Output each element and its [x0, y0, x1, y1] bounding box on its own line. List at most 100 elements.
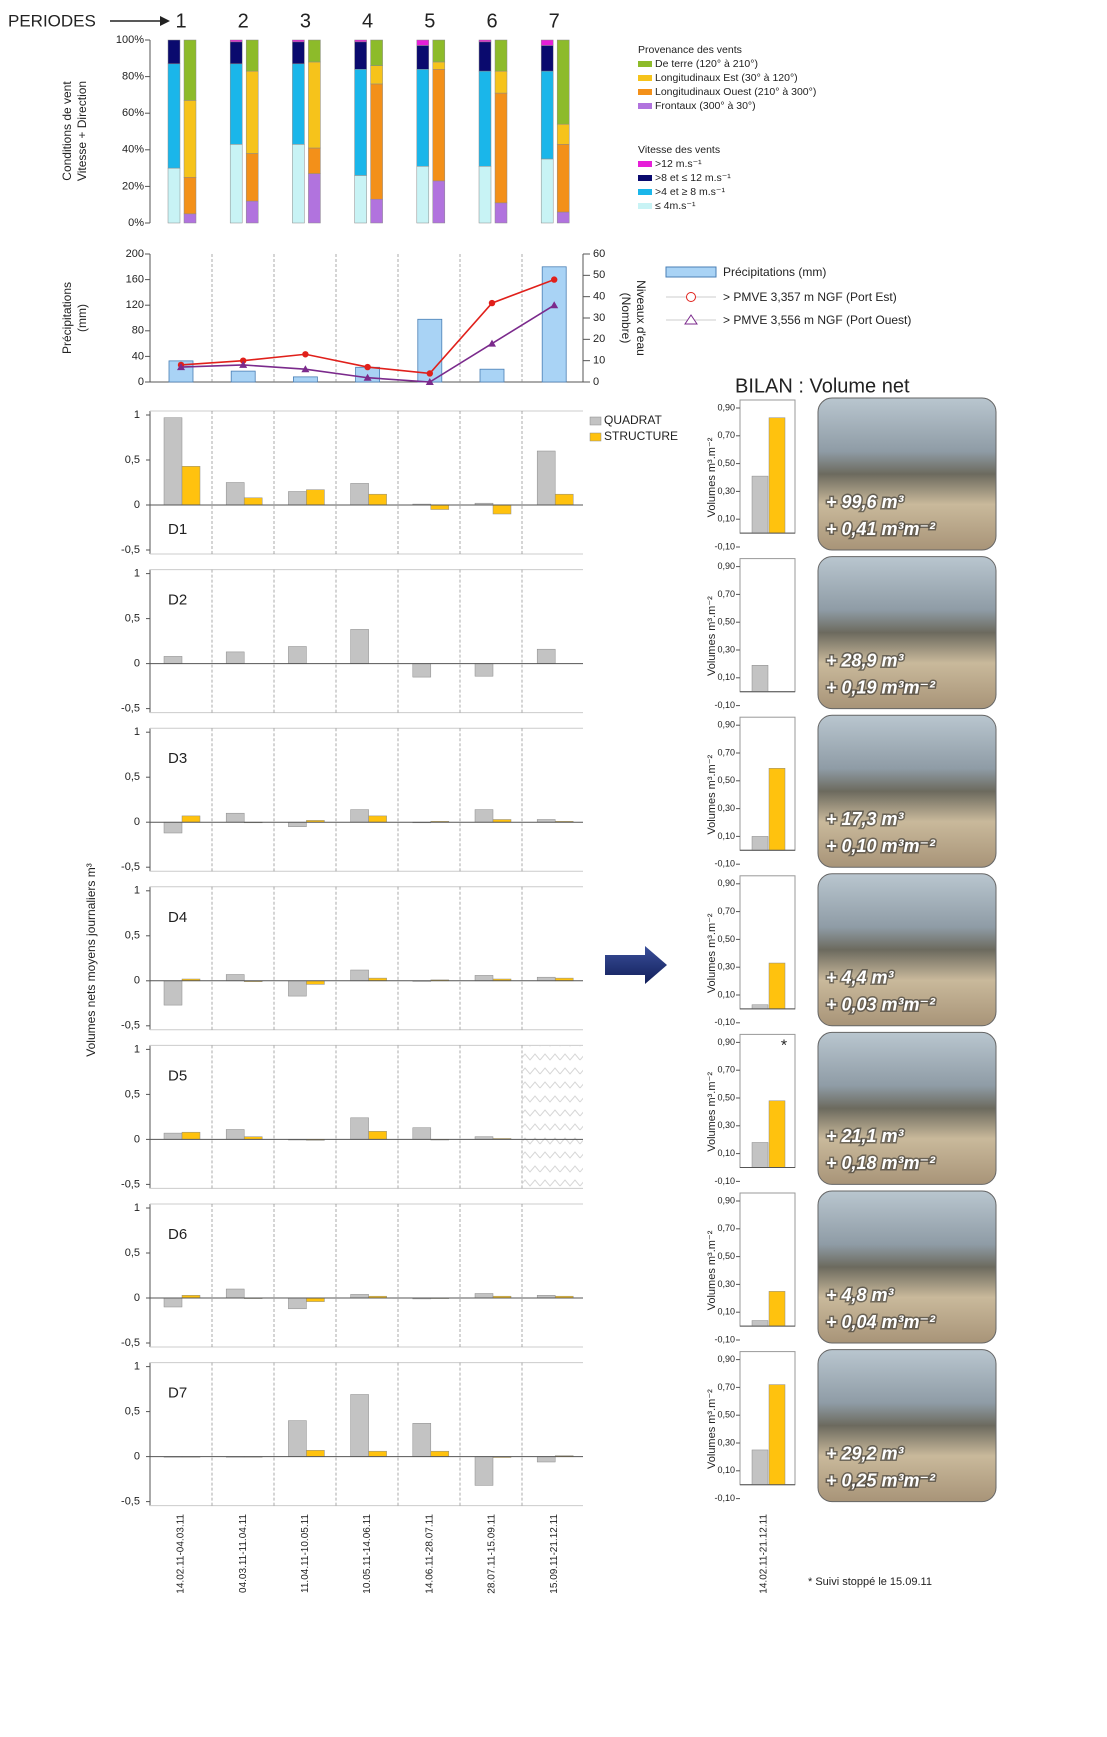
period-label: 7 [549, 10, 560, 32]
bar [225, 974, 245, 982]
bar [350, 969, 369, 982]
y-tick-label: 80% [122, 71, 144, 83]
photo-label: + 17,3 m³ [826, 809, 905, 829]
y-tick-label: 0 [138, 376, 144, 388]
bar-segment [167, 63, 181, 169]
bar [306, 1297, 325, 1302]
y-tick-label: 0,70 [717, 1382, 735, 1392]
bar-segment [540, 70, 554, 160]
bar [350, 1294, 369, 1299]
y-tick-label: 0% [128, 217, 144, 229]
bar-segment [183, 39, 197, 101]
y-tick-label: -0,5 [121, 1178, 140, 1190]
bar-segment [308, 173, 321, 224]
y-tick-label: 1 [134, 1361, 140, 1373]
legend-label: > PMVE 3,556 m NGF (Port Ouest) [723, 313, 911, 327]
y-tick-label: 0 [134, 975, 140, 987]
bar [288, 1297, 307, 1310]
bar-segment [292, 144, 305, 224]
bar-segment [478, 70, 492, 167]
missing-data-hatch [522, 1045, 583, 1189]
bar [225, 1288, 245, 1299]
bar [288, 980, 307, 997]
x-tick-label: 15.09.11-21.12.11 [549, 1514, 560, 1594]
y-tick-label: 0,50 [717, 1092, 735, 1102]
y2-tick-label: 20 [593, 333, 605, 345]
bar-segment [370, 83, 383, 200]
legend-swatch [638, 161, 652, 167]
photo-label: + 28,9 m³ [826, 650, 905, 670]
bar [474, 809, 494, 823]
bar [412, 663, 432, 678]
bar [163, 417, 183, 506]
bar [306, 1450, 325, 1457]
bar-segment [354, 175, 367, 224]
y-tick-label: -0,10 [714, 1493, 735, 1503]
y-tick-label: 0,10 [717, 514, 735, 524]
bar-segment [370, 198, 383, 224]
bar-segment [416, 45, 430, 70]
y-axis-label: (mm) [75, 304, 89, 332]
legend-label: >8 et ≤ 12 m.s⁻¹ [655, 172, 731, 184]
legend-swatch [665, 266, 717, 278]
bar [163, 1132, 183, 1140]
y-tick-label: 0,90 [717, 402, 735, 412]
line-marker [488, 299, 496, 307]
bar [474, 1293, 494, 1299]
bar-segment [416, 166, 430, 224]
bar-segment [292, 39, 305, 43]
y-tick-label: -0,10 [714, 1017, 735, 1027]
y-tick-label: -0,10 [714, 1334, 735, 1344]
y-axis-label: Volumes m³.m⁻² [706, 1230, 718, 1310]
y-tick-label: 0,5 [125, 1406, 140, 1418]
line-marker [551, 276, 558, 283]
y-tick-label: 0 [134, 816, 140, 828]
bar-segment [229, 41, 243, 65]
y-tick-label: 0,10 [717, 1307, 735, 1317]
bar [181, 1131, 201, 1140]
bar [412, 1127, 432, 1140]
panel-frame [739, 716, 796, 851]
y2-tick-label: 50 [593, 269, 605, 281]
line-marker [177, 363, 185, 371]
bar [288, 1420, 307, 1457]
y-tick-label: 0,10 [717, 831, 735, 841]
y-axis-label: Volumes m³.m⁻² [706, 437, 718, 517]
bar [243, 497, 263, 506]
y-tick-label: -0,10 [714, 859, 735, 869]
period-label: 5 [424, 10, 435, 32]
bar [768, 1100, 786, 1168]
y-tick-label: -0,10 [714, 700, 735, 710]
legend-swatch [638, 75, 652, 81]
y-tick-label: 80 [132, 325, 144, 337]
y-tick-label: -0,5 [121, 703, 140, 715]
legend-swatch [638, 203, 652, 209]
bar-segment [416, 69, 430, 167]
y2-tick-label: 30 [593, 312, 605, 324]
photo-label: + 21,1 m³ [826, 1126, 905, 1146]
bar [368, 1450, 387, 1457]
bar-segment [292, 63, 305, 145]
y-tick-label: 0,30 [717, 486, 735, 496]
y-tick-label: 0,70 [717, 430, 735, 440]
bar [768, 417, 786, 534]
y2-tick-label: 10 [593, 355, 605, 367]
y-tick-label: 0,5 [125, 454, 140, 466]
bar-segment [540, 45, 554, 72]
bar-segment [432, 69, 446, 182]
photo-label: + 4,8 m³ [826, 1285, 895, 1305]
bar [536, 1456, 556, 1463]
bar-segment [370, 39, 383, 66]
footnote: * Suivi stoppé le 15.09.11 [808, 1576, 932, 1588]
y2-tick-label: 40 [593, 291, 605, 303]
legend-label: STRUCTURE [604, 429, 678, 443]
bar-segment [229, 63, 243, 145]
panel-title: D1 [168, 521, 187, 538]
y-tick-label: 0,50 [717, 1251, 735, 1261]
y-tick-label: 0,70 [717, 747, 735, 757]
bar-segment [245, 39, 259, 72]
y-tick-label: 0,50 [717, 934, 735, 944]
y-tick-label: 0,50 [717, 458, 735, 468]
bar [412, 1423, 432, 1457]
bar [288, 821, 307, 827]
